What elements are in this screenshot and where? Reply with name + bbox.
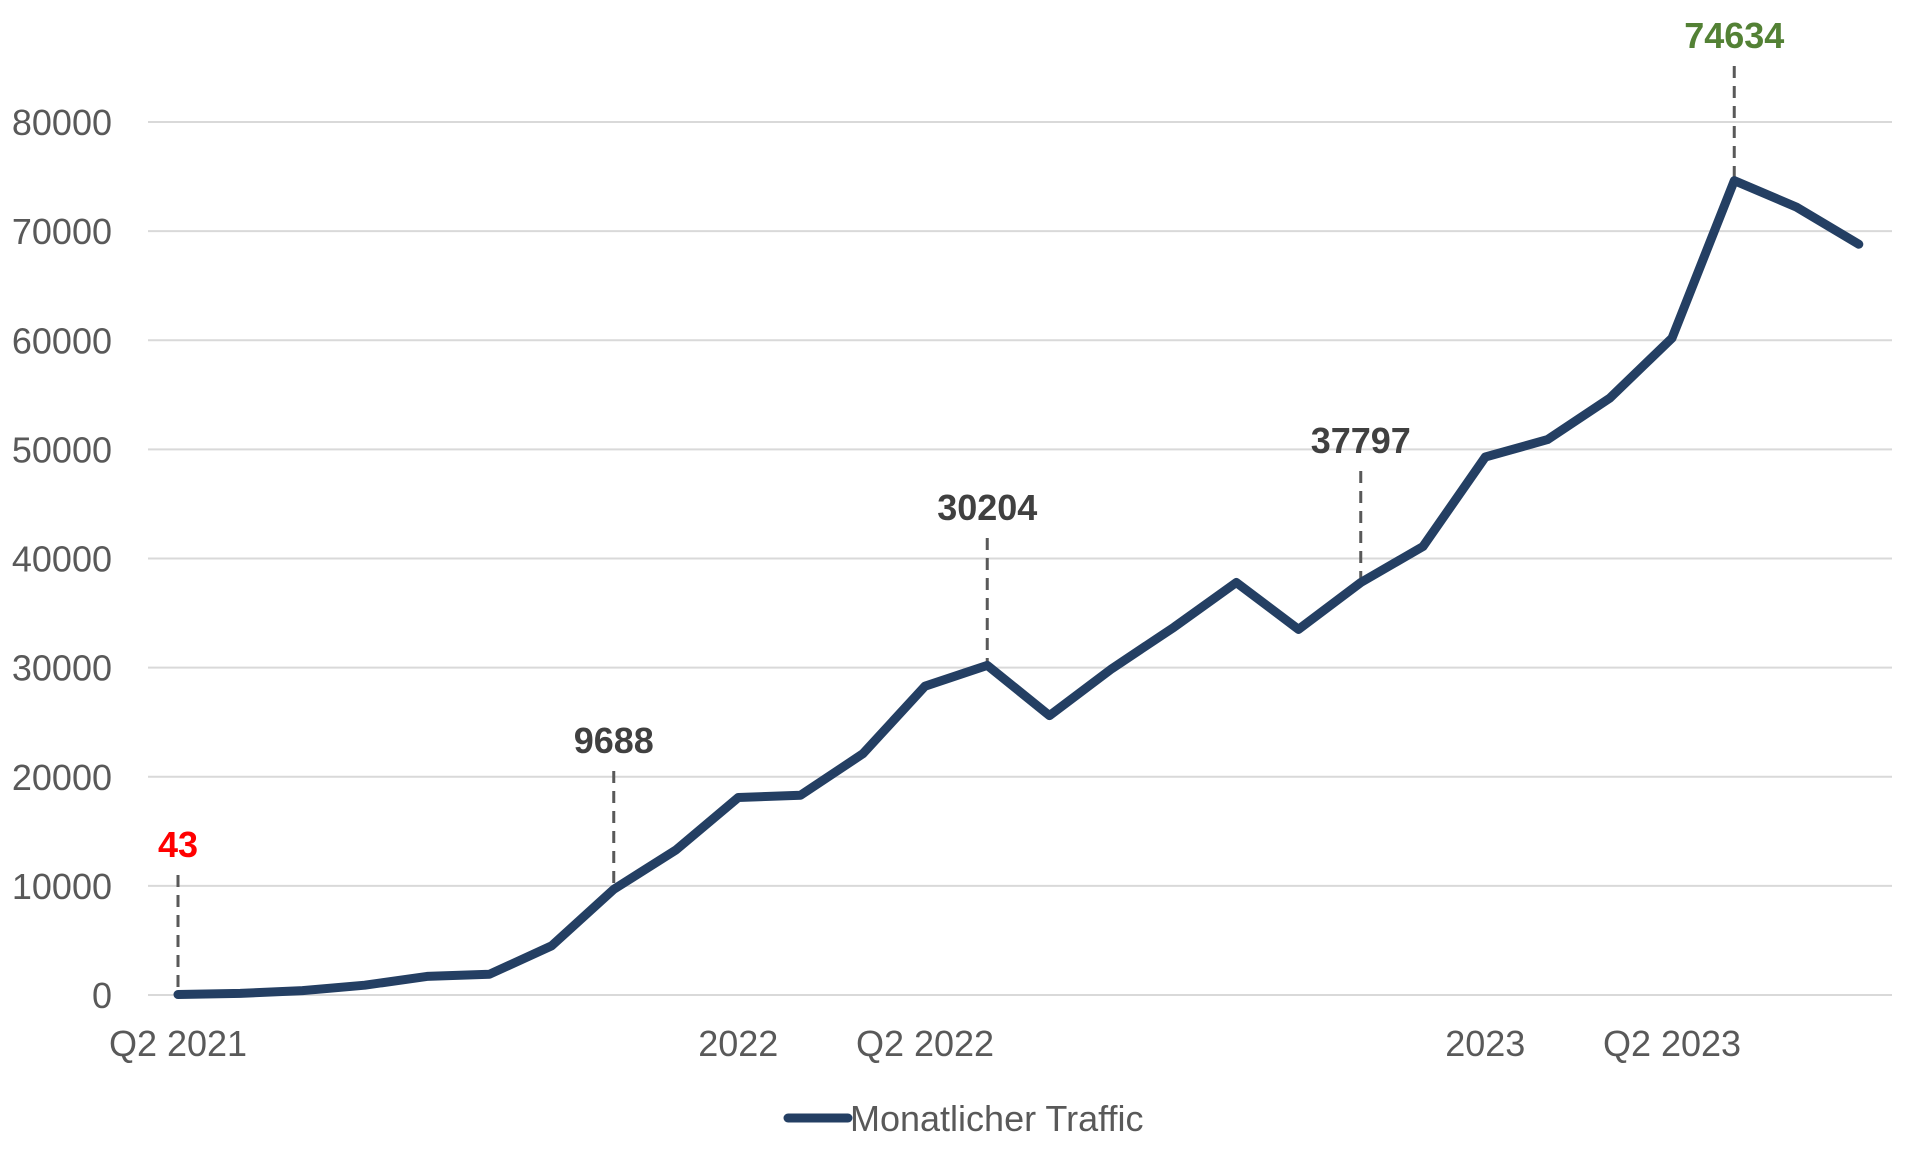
data-point [1609,397,1611,399]
gridlines [148,121,1892,996]
data-point [488,973,490,975]
data-point [426,975,428,977]
data-point [177,994,179,996]
y-tick-label: 10000 [12,866,112,907]
y-tick-label: 30000 [12,648,112,689]
annotation-labels: 43 9688 30204 37797 74634 [158,15,1784,865]
y-tick-label: 60000 [12,320,112,361]
y-tick-label: 40000 [12,539,112,580]
legend-label: Monatlicher Traffic [850,1098,1143,1139]
data-label: 74634 [1684,15,1784,56]
data-label: 9688 [574,720,654,761]
data-point [1484,456,1486,458]
y-tick-label: 0 [92,975,112,1016]
data-point [800,794,801,796]
y-axis-tick-labels: 0 10000 20000 30000 40000 50000 60000 70000 8000… [12,102,112,1016]
y-tick-label: 50000 [12,429,112,470]
y-tick-label: 20000 [12,757,112,798]
data-label: 30204 [937,487,1037,528]
data-point [1858,243,1860,245]
data-point [1173,626,1175,628]
data-point [302,990,303,992]
x-tick-label: Q2 2023 [1603,1023,1741,1064]
data-point [986,664,988,666]
x-axis-tick-labels: Q2 2021 2022 Q2 2022 2023 Q2 2023 [109,1023,1741,1064]
data-label: 43 [158,824,198,865]
data-point [364,984,366,986]
data-point [551,945,552,947]
data-point [613,888,615,890]
data-point [1298,628,1299,630]
x-tick-label: Q2 2022 [856,1023,994,1064]
data-point [1360,582,1362,584]
data-point [675,849,677,851]
x-tick-label: Q2 2021 [109,1023,247,1064]
legend: Monatlicher Traffic [783,1098,1143,1139]
data-point [737,796,739,798]
y-tick-label: 70000 [12,211,112,252]
data-point [1796,206,1797,208]
x-tick-label: 2023 [1445,1023,1525,1064]
series-line [173,176,1864,999]
data-point [1049,715,1050,717]
x-tick-label: 2022 [698,1023,778,1064]
series-layer [173,176,1864,999]
data-point [1422,545,1424,547]
data-point [1235,582,1237,584]
annotation-leader-lines [176,66,1736,995]
data-point [1111,668,1113,670]
data-point [924,685,926,687]
data-point [239,992,241,994]
data-label: 37797 [1311,420,1411,461]
data-point [1733,180,1735,182]
data-point [1547,439,1548,441]
data-point [862,753,864,755]
data-point [1671,337,1673,339]
y-tick-label: 80000 [12,102,112,143]
